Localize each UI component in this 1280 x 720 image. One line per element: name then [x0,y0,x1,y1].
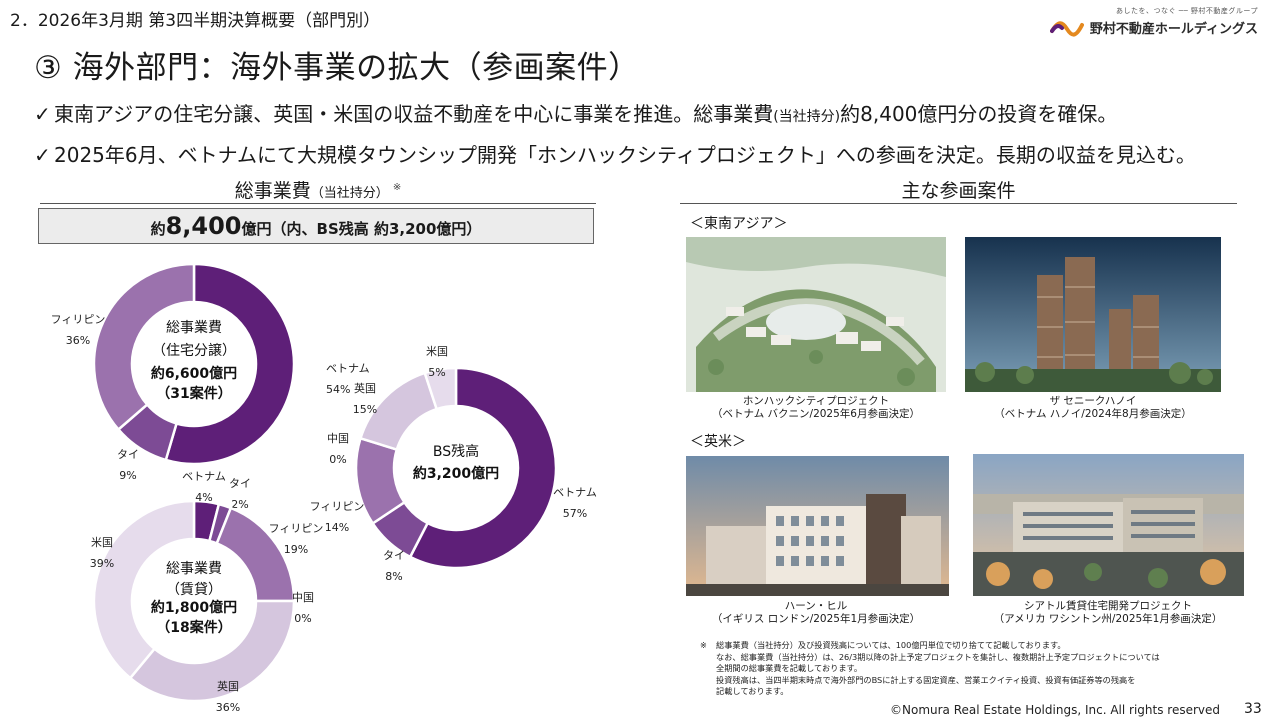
project-photo-senique [965,237,1221,392]
bullet-text: 東南アジアの住宅分譲、英国・米国の収益不動産を中心に事業を推進。総事業費 [54,102,774,126]
region-label-southeast-asia: ＜東南アジア＞ [690,216,788,232]
footnote-line: 総事業費（当社持分）及び投資残高については、100億円単位で切り捨てて記載してお… [716,640,1066,650]
copyright: ©Nomura Real Estate Holdings, Inc. All r… [890,703,1220,717]
donut-slice [423,366,458,411]
divider [40,203,596,204]
donut-slice [92,499,196,680]
page-title: ③ 海外部門：海外事業の拡大（参画案件） [34,50,640,86]
heading-sub: （当社持分） [310,186,389,201]
slice-label: ベトナム 4% [182,470,226,504]
donut-center-label: 約3,200億円 [413,465,499,482]
region-label-uk-us: ＜英米＞ [690,434,746,450]
donut-slice [128,599,296,703]
project-detail: （ベトナム ハノイ/2024年8月参画決定） [994,408,1192,420]
slice-label: フィリピン 36% [51,313,106,347]
bullet-text: 約8,400億円分の投資を確保。 [840,102,1118,126]
slice-label: 中国 0% [292,591,314,625]
heading-main: 総事業費 [234,180,311,202]
footnote-line: 全期間の総事業費を記載しております。 [716,663,863,673]
project-photo-hernhill [686,456,949,596]
donut-center-label: BS残高 [433,443,479,460]
total-investment-box: 約8,400億円（内、BS残高 約3,200億円） [38,208,594,244]
slice-label: ベトナム 57% [553,486,597,520]
divider [680,203,1237,204]
logo-name: 野村不動産ホールディングス [1089,22,1258,37]
footnote-mark: ※ [700,640,707,650]
footnote-line: 投資残高は、当四半期末時点で海外部門のBSに計上する固定資産、営業エクイティ投資… [716,674,1136,685]
bullet-item: ✓ 東南アジアの住宅分譲、英国・米国の収益不動産を中心に事業を推進。総事業費(当社… [34,98,1117,127]
donut-slice [408,366,558,570]
donut-center-label: 約1,800億円 [151,599,237,616]
check-icon: ✓ [34,143,51,167]
page-number: 33 [1244,701,1262,717]
project-photo-honhac [686,237,946,392]
slice-label: 米国 5% [426,345,448,379]
project-name: シアトル賃貸住宅開発プロジェクト [1024,600,1192,612]
slice-label: ベトナム 54% [326,362,370,396]
total-suffix: 億円（内、BS残高 約3,200億円） [241,220,482,238]
project-name: ホンハックシティプロジェクト [742,395,890,407]
footnote: ※ 総事業費（当社持分）及び投資残高については、100億円単位で切り捨てて記載し… [700,640,1245,698]
donut-center-label: 総事業費 [166,561,222,577]
project-detail: （アメリカ ワシントン州/2025年1月参画決定） [993,613,1223,625]
slice-label: 英国 36% [216,679,240,714]
slice-label: 米国 39% [90,536,114,570]
donut-center-label: （住宅分譲） [152,343,236,359]
total-amount: 8,400 [165,212,242,240]
donut-center-label: （18案件） [156,619,231,636]
slice-label: タイ 8% [383,549,405,583]
project-caption: ザ セニークハノイ （ベトナム ハノイ/2024年8月参画決定） [953,395,1233,421]
project-detail: （イギリス ロンドン/2025年1月参画決定） [711,613,921,625]
project-name: ザ セニークハノイ [1049,395,1137,407]
slice-label: フィリピン 19% [269,522,324,556]
project-caption: シアトル賃貸住宅開発プロジェクト （アメリカ ワシントン州/2025年1月参画決… [968,600,1248,626]
slice-label: フィリピン 14% [310,500,365,534]
footnote-line: なお、総事業費（当社持分）は、26/3期以降の計上予定プロジェクトを集計し、複数… [716,651,1160,662]
bullet-item: ✓ 2025年6月、ベトナムにて大規模タウンシップ開発「ホンハックシティプロジェク… [34,139,1196,168]
slice-label: タイ 2% [229,477,251,511]
donut-charts: ベトナム 54% タイ 9% フィリピン 36% 総事業費 （住宅分譲） 約6,600億円 （31… [51,262,597,714]
company-logo: あしたを、つなぐ ── 野村不動産グループ 野村不動産ホールディングス [1049,6,1258,37]
logo-mark-icon [1049,20,1084,36]
slice-label: 中国 0% [327,432,349,466]
section-header: 2．2026年3月期 第3四半期決算概要（部門別） [10,11,381,31]
donut-center-label: （賃貸） [166,582,222,598]
slice-label: 英国 15% [353,381,377,416]
donut-center-label: 総事業費 [166,320,222,336]
logo-tagline: あしたを、つなぐ ── 野村不動産グループ [1116,7,1258,15]
bullet-text-small: (当社持分) [773,109,841,125]
project-photo-seattle [973,454,1244,596]
donut-slice [164,262,296,466]
project-name: ハーン・ヒル [784,600,848,612]
project-detail: （ベトナム バクニン/2025年6月参画決定） [712,408,920,420]
donut-center-label: （31案件） [156,385,231,402]
project-caption: ハーン・ヒル （イギリス ロンドン/2025年1月参画決定） [676,600,956,626]
footnote-line: 記載しております。 [716,686,789,696]
heading-note-mark: ※ [392,181,402,193]
donut-slice [92,262,196,432]
slice-label: タイ 9% [117,448,139,482]
check-icon: ✓ [34,102,51,126]
donut-center-label: 約6,600億円 [151,365,237,382]
investment-heading: 総事業費（当社持分） ※ [40,176,596,203]
bullet-text: 2025年6月、ベトナムにて大規模タウンシップ開発「ホンハックシティプロジェクト… [54,143,1196,167]
total-prefix: 約 [150,220,166,238]
projects-heading: 主な参画案件 [901,180,1016,202]
project-caption: ホンハックシティプロジェクト （ベトナム バクニン/2025年6月参画決定） [676,395,956,421]
